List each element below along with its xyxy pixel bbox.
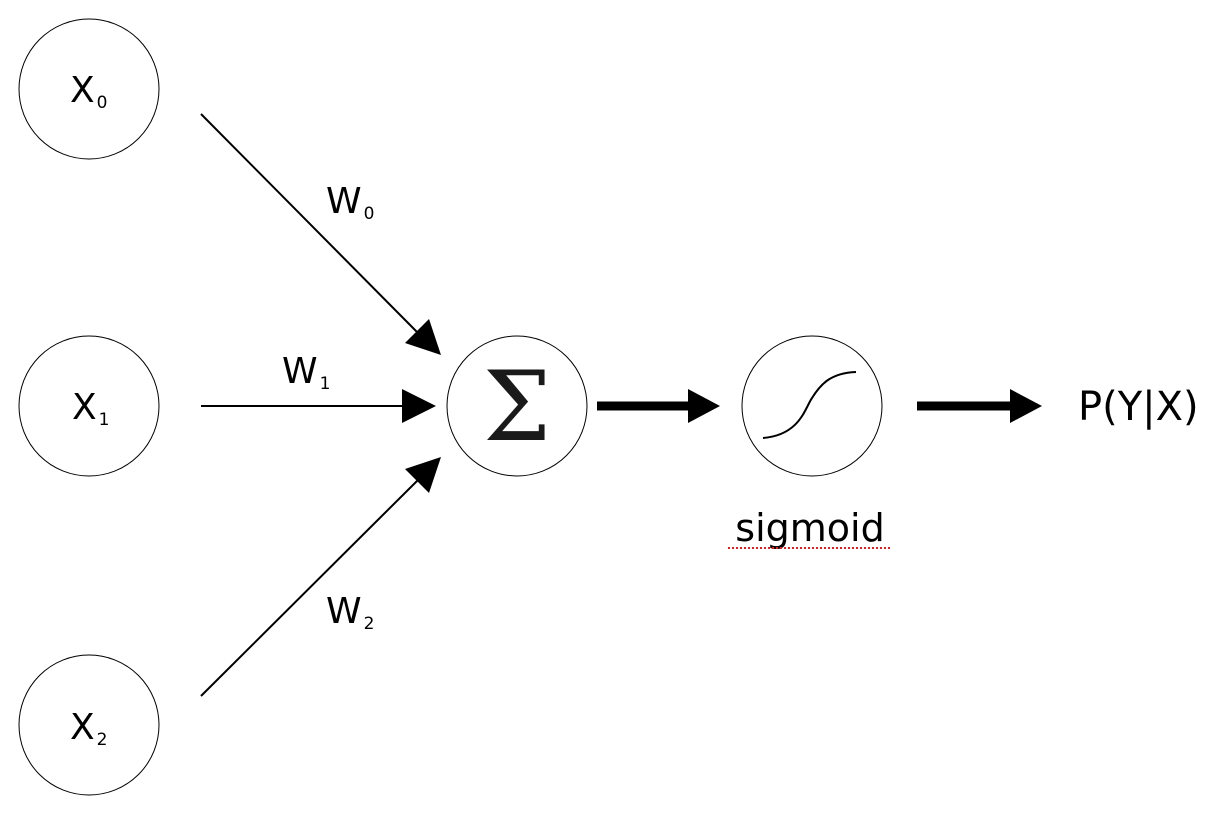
sigmoid-node [741,335,883,477]
edge-x0-arrowhead [405,319,441,355]
edge-x2-arrowhead [405,457,441,493]
input-node-circle [18,335,160,477]
edge-sigmoid-to-output-arrowhead [1010,389,1042,423]
summation-node: Σ [446,335,588,477]
input-node-circle [18,18,160,160]
edge-x2-to-sum [200,479,419,697]
summation-node-circle [446,335,588,477]
edge-x0-to-sum [200,113,419,334]
summation-icon: Σ [483,351,551,463]
edge-sum-to-sigmoid-arrowhead [688,389,720,423]
output-label: P(Y|X) [1078,384,1199,430]
sigmoid-label: sigmoid [735,506,884,550]
sigmoid-node-circle [741,335,883,477]
edge-x1-arrowhead [402,389,436,423]
sigmoid-curve-icon [762,371,857,439]
input-node-circle [18,654,160,796]
